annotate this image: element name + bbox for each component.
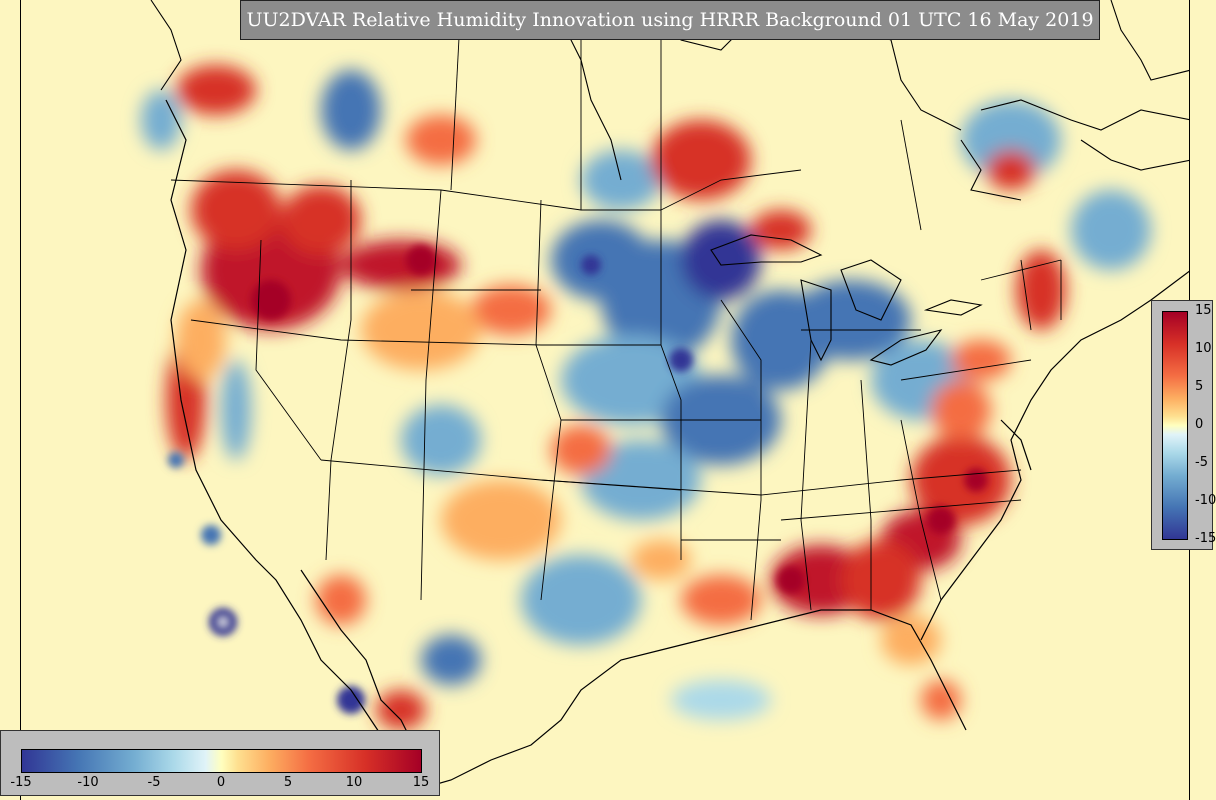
innovation-detail <box>168 245 988 714</box>
map-title: UU2DVAR Relative Humidity Innovation usi… <box>240 0 1100 40</box>
colorbar-tick: 10 <box>1195 341 1212 356</box>
colorbar-vertical: 15 10 5 0 -5 -10 -15 <box>1151 300 1216 550</box>
country-outlines <box>165 99 1189 791</box>
colorbar-tick: 15 <box>1195 303 1212 318</box>
colorbar-tick: 15 <box>412 775 430 790</box>
colorbar-tick: 0 <box>216 775 226 790</box>
colorbar-tick: 5 <box>1195 379 1204 394</box>
innovation-field <box>141 65 1151 730</box>
colorbar-tick: 5 <box>283 775 293 790</box>
colorbar-tick: -5 <box>1195 455 1208 470</box>
colorbar-vertical-gradient <box>1162 311 1188 540</box>
colorbar-tick: -15 <box>10 775 32 790</box>
great-lakes <box>710 234 983 366</box>
colorbar-tick: 0 <box>1195 417 1204 432</box>
colorbar-tick: -5 <box>147 775 161 790</box>
colorbar-horizontal-gradient <box>21 749 422 773</box>
state-borders <box>170 0 1062 621</box>
colorbar-tick: -10 <box>77 775 99 790</box>
colorbar-tick: 10 <box>345 775 363 790</box>
map-canvas <box>20 0 1190 800</box>
colorbar-tick: -10 <box>1195 493 1216 508</box>
humidity-innovation-map <box>21 0 1189 800</box>
colorbar-tick: -15 <box>1195 531 1216 546</box>
colorbar-horizontal: -15 -10 -5 0 5 10 15 <box>0 730 440 796</box>
